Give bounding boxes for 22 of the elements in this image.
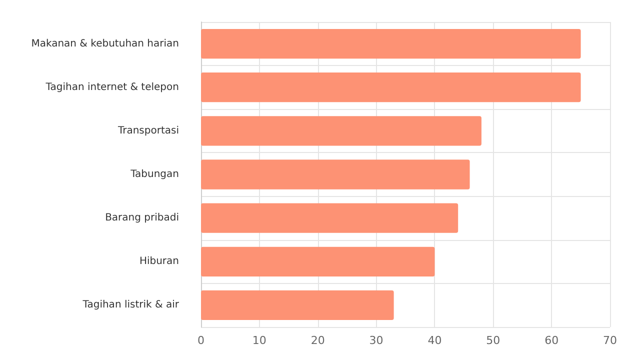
x-tick-label: 60: [544, 334, 559, 347]
bar: [201, 72, 581, 102]
bar: [201, 28, 581, 59]
y-tick-label: Makanan & kebutuhan harian: [31, 38, 179, 50]
x-tick-label: 40: [428, 334, 442, 347]
bar: [201, 203, 458, 233]
x-tick-label: 10: [252, 334, 266, 347]
x-tick-label: 0: [198, 334, 204, 347]
bar: [201, 290, 394, 320]
bar: [201, 116, 482, 146]
x-tick-label: 50: [486, 334, 500, 347]
y-tick-label: Hiburan: [139, 256, 179, 268]
x-tick-label: 70: [603, 334, 617, 347]
y-tick-label: Tagihan listrik & air: [82, 300, 180, 311]
x-tick-label: 20: [310, 334, 325, 347]
y-tick-label: Tabungan: [130, 169, 179, 180]
y-tick-label: Barang pribadi: [105, 212, 179, 224]
y-tick-label: Tagihan internet & telepon: [44, 82, 179, 93]
y-tick-label: Transportasi: [116, 125, 179, 136]
bar: [201, 160, 470, 190]
x-tick-label: 30: [369, 334, 384, 347]
bar: [201, 246, 435, 276]
